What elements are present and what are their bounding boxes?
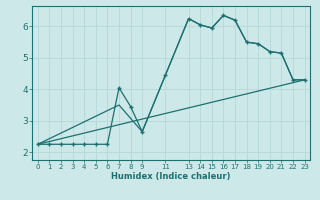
X-axis label: Humidex (Indice chaleur): Humidex (Indice chaleur) (111, 172, 231, 181)
